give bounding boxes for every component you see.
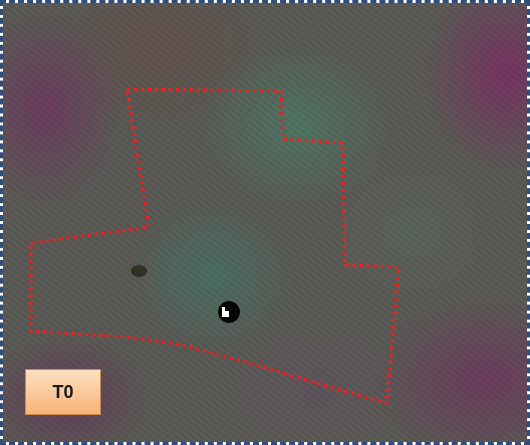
satellite-image	[3, 3, 527, 442]
time-label: T0	[25, 369, 101, 415]
annotation-overlay	[29, 87, 401, 405]
marker-dot-icon	[218, 301, 240, 323]
dark-spot	[131, 265, 147, 277]
region-outline	[29, 87, 401, 405]
